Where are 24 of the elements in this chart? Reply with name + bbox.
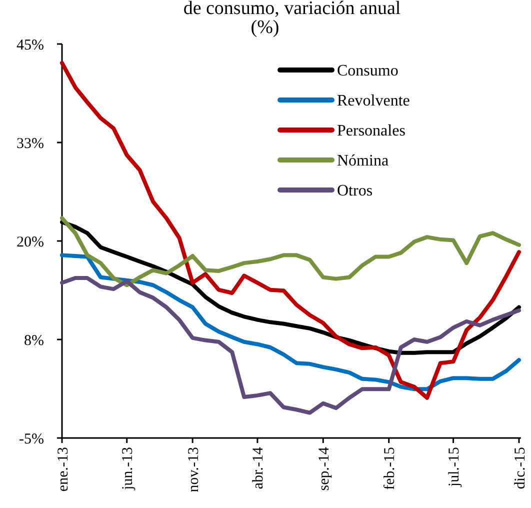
x-tick-label: nov.-13 <box>186 447 202 492</box>
x-tick-label: ene.-13 <box>55 447 72 492</box>
y-tick-label: 33% <box>16 136 44 152</box>
legend-label: Otros <box>337 182 373 200</box>
legend-label: Nómina <box>337 152 389 170</box>
y-tick-label: -5% <box>19 431 44 448</box>
y-tick-label: 45% <box>16 37 44 54</box>
x-tick-label: sep.-14 <box>316 446 332 491</box>
chart-title: de consumo, variación anual <box>183 0 401 19</box>
x-tick-label: abr.-14 <box>250 446 267 490</box>
y-tick-label: 8% <box>24 332 44 349</box>
y-tick-label: 20% <box>16 234 44 250</box>
line-series <box>60 216 521 288</box>
chart-subtitle: (%) <box>250 17 280 38</box>
legend-label: Consumo <box>337 62 398 80</box>
line-series <box>60 276 521 415</box>
x-tick-label: jul.-15 <box>446 447 463 488</box>
x-tick-label: dic.-15 <box>512 447 528 490</box>
line-series <box>60 60 521 400</box>
x-tick-label: feb.-15 <box>382 447 398 490</box>
x-tick-label: jun.-13 <box>120 447 136 491</box>
line-series <box>60 253 521 392</box>
legend-label: Revolvente <box>337 92 410 110</box>
legend-label: Personales <box>337 122 406 140</box>
